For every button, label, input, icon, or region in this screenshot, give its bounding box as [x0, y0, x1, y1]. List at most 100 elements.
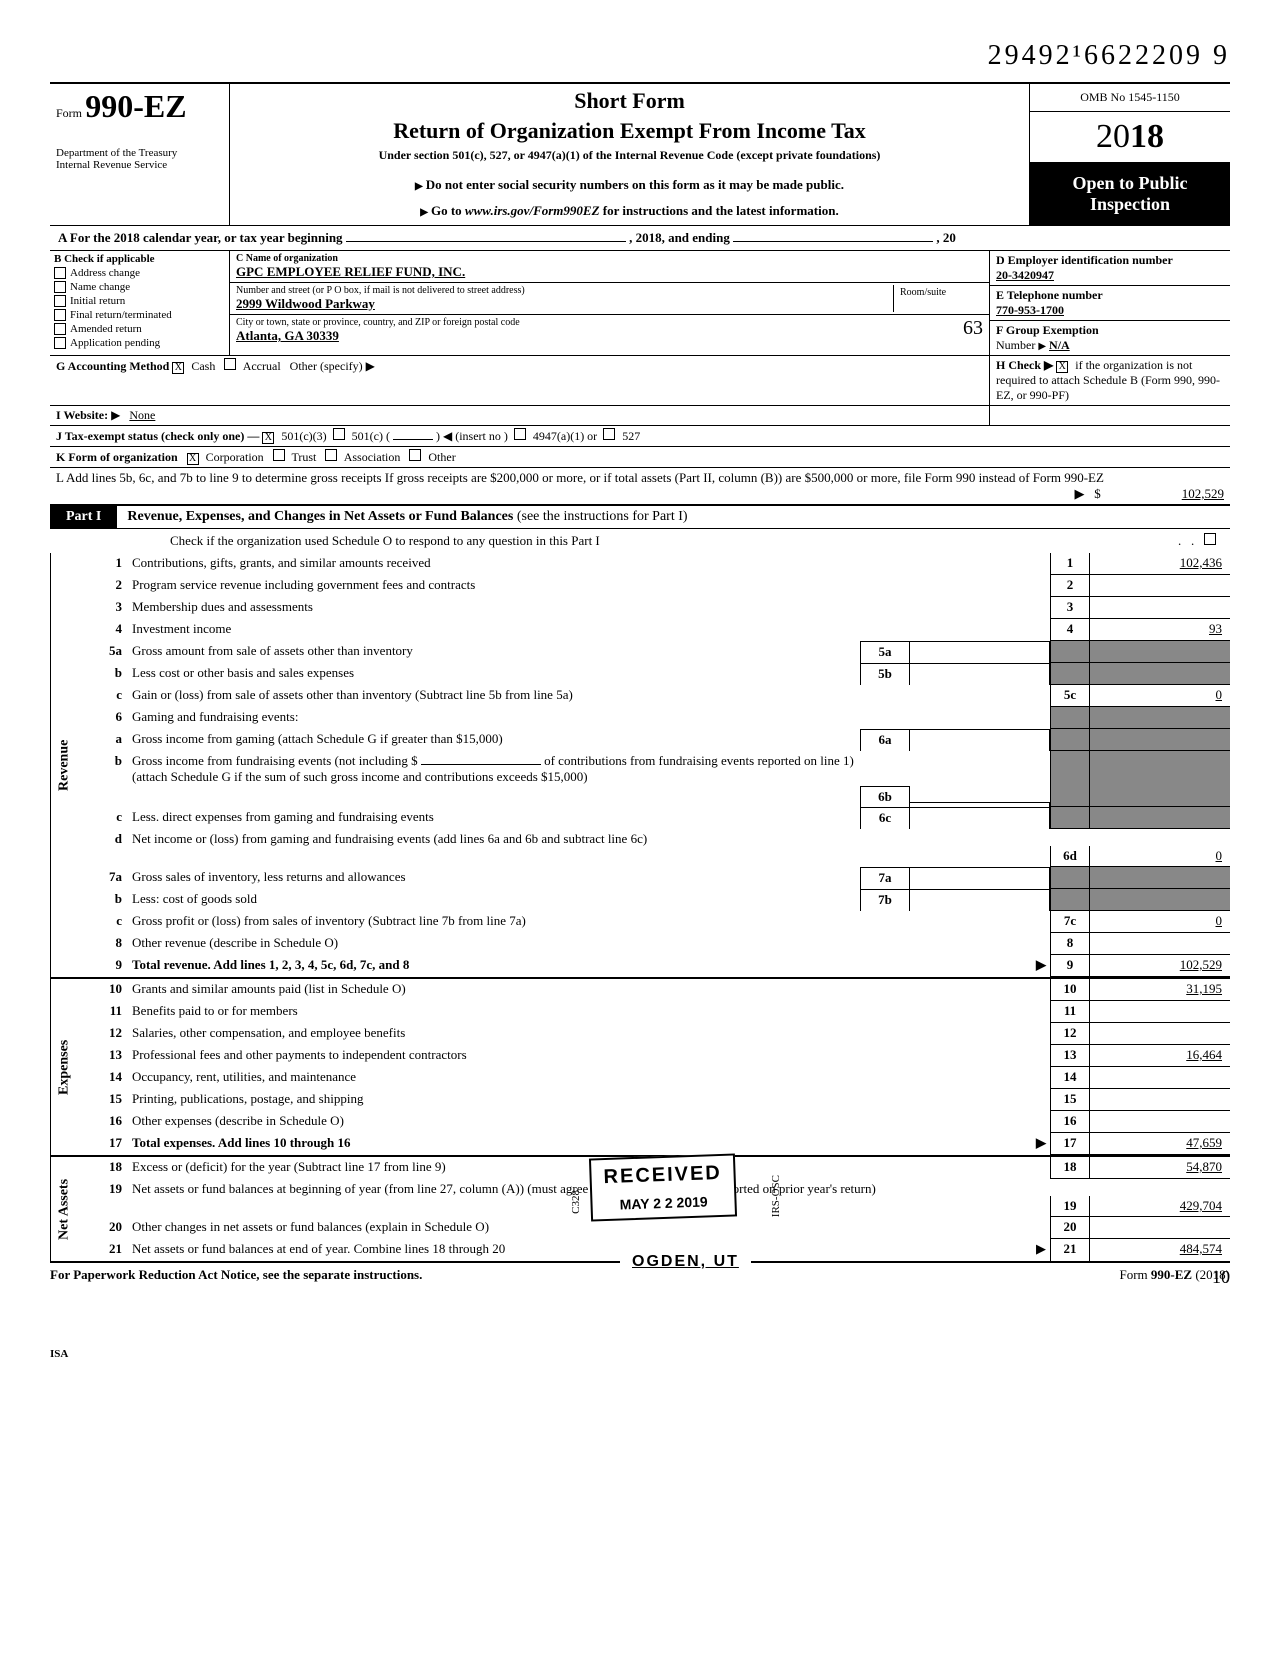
- checkbox-501c3[interactable]: X: [262, 432, 274, 444]
- row-a-mid: , 2018, and ending: [629, 230, 730, 245]
- line-3-num: 3: [78, 597, 128, 619]
- part-1-check-row: Check if the organization used Schedule …: [50, 529, 1230, 553]
- line-5a-text: Gross amount from sale of assets other t…: [128, 641, 860, 663]
- col-b-header: B Check if applicable: [54, 253, 225, 265]
- expenses-section: Expenses 10Grants and similar amounts pa…: [50, 979, 1230, 1157]
- line-18-rnum: 18: [1050, 1157, 1090, 1179]
- checkbox-accrual[interactable]: [224, 358, 236, 370]
- line-12-rnum: 12: [1050, 1023, 1090, 1045]
- tax-year: 2018: [1030, 112, 1230, 163]
- checkbox-trust[interactable]: [273, 449, 285, 461]
- checkbox-schedule-o[interactable]: [1204, 533, 1216, 545]
- title-main: Return of Organization Exempt From Incom…: [238, 118, 1021, 144]
- line-6c-mid: 6c: [860, 807, 910, 829]
- checkbox-initial[interactable]: [54, 295, 66, 307]
- label-final: Final return/terminated: [70, 309, 172, 321]
- line-20-num: 20: [78, 1217, 128, 1239]
- line-16-text: Other expenses (describe in Schedule O): [128, 1111, 1050, 1133]
- checkbox-assoc[interactable]: [325, 449, 337, 461]
- part-1-header: Part I Revenue, Expenses, and Changes in…: [50, 505, 1230, 529]
- footer-form-number: 990-EZ: [1151, 1267, 1192, 1282]
- line-10-val: 31,195: [1090, 979, 1230, 1001]
- l-text: L Add lines 5b, 6c, and 7b to line 9 to …: [56, 470, 1104, 485]
- checkbox-h[interactable]: X: [1056, 361, 1068, 373]
- line-6b-mid-text: of contributions: [544, 753, 627, 768]
- phone-value: 770-953-1700: [996, 303, 1224, 318]
- line-5a-midval: [910, 641, 1050, 663]
- line-13-text: Professional fees and other payments to …: [128, 1045, 1050, 1067]
- line-8-text: Other revenue (describe in Schedule O): [128, 933, 1050, 955]
- line-13-num: 13: [78, 1045, 128, 1067]
- c328-stamp: C328: [570, 1190, 582, 1214]
- received-text: RECEIVED: [603, 1162, 722, 1189]
- top-stamped-number: 29492¹6622209 9: [50, 40, 1230, 72]
- line-17-rnum: 17: [1050, 1133, 1090, 1155]
- line-5b-num: b: [78, 663, 128, 685]
- line-6c-num: c: [78, 807, 128, 829]
- line-7a-num: 7a: [78, 867, 128, 889]
- line-7a-shade2: [1090, 867, 1230, 889]
- line-6-shade: [1050, 707, 1090, 729]
- d-label: D Employer identification number: [996, 253, 1224, 268]
- line-6a-text: Gross income from gaming (attach Schedul…: [128, 729, 860, 751]
- j-label: J Tax-exempt status (check only one) —: [56, 429, 259, 443]
- line-12-num: 12: [78, 1023, 128, 1045]
- part-1-check-text: Check if the organization used Schedule …: [170, 533, 600, 548]
- right-box: OMB No 1545-1150 2018 Open to Public Ins…: [1030, 84, 1230, 225]
- year-prefix: 20: [1096, 118, 1130, 155]
- line-11-val: [1090, 1001, 1230, 1023]
- line-6d-val: 0: [1090, 846, 1230, 867]
- revenue-label: Revenue: [50, 553, 78, 977]
- line-12-val: [1090, 1023, 1230, 1045]
- line-6c-midval: [910, 807, 1050, 829]
- line-20-val: [1090, 1217, 1230, 1239]
- l-value: 102,529: [1104, 486, 1224, 502]
- line-6-shade2: [1090, 707, 1230, 729]
- line-6c-shade2: [1090, 807, 1230, 829]
- label-assoc: Association: [344, 450, 401, 464]
- line-12-text: Salaries, other compensation, and employ…: [128, 1023, 1050, 1045]
- addr-value: 2999 Wildwood Parkway: [236, 296, 893, 312]
- line-21-val: 484,574: [1090, 1239, 1230, 1261]
- omb-number: OMB No 1545-1150: [1030, 84, 1230, 112]
- city-value: Atlanta, GA 30339: [236, 328, 893, 344]
- title-sub: Under section 501(c), 527, or 4947(a)(1)…: [238, 148, 1021, 163]
- e-label: E Telephone number: [996, 288, 1224, 303]
- part-1-label: Part I: [50, 506, 117, 528]
- note2-prefix: Go to: [431, 203, 465, 218]
- isa-mark: ISA: [50, 1348, 1230, 1360]
- ogden-stamp: OGDEN, UT: [620, 1247, 751, 1277]
- checkbox-final[interactable]: [54, 309, 66, 321]
- checkbox-other-k[interactable]: [409, 449, 421, 461]
- checkbox-527[interactable]: [603, 428, 615, 440]
- line-5a-shade2: [1090, 641, 1230, 663]
- line-7c-rnum: 7c: [1050, 911, 1090, 933]
- form-number-box: Form 990-EZ Department of the Treasury I…: [50, 84, 230, 225]
- line-6a-shade2: [1090, 729, 1230, 751]
- line-7a-midval: [910, 867, 1050, 889]
- checkbox-amended[interactable]: [54, 323, 66, 335]
- label-pending: Application pending: [70, 337, 160, 349]
- checkbox-address[interactable]: [54, 267, 66, 279]
- checkbox-corp[interactable]: X: [187, 453, 199, 465]
- dept-irs: Internal Revenue Service: [56, 159, 223, 171]
- handwritten-63: 63: [893, 317, 983, 344]
- line-1-val: 102,436: [1090, 553, 1230, 575]
- line-5a-mid: 5a: [860, 641, 910, 663]
- line-20-text: Other changes in net assets or fund bala…: [128, 1217, 1050, 1239]
- checkbox-pending[interactable]: [54, 337, 66, 349]
- org-name: GPC EMPLOYEE RELIEF FUND, INC.: [236, 264, 983, 280]
- checkbox-name[interactable]: [54, 281, 66, 293]
- checkbox-4947[interactable]: [514, 428, 526, 440]
- line-19-val: 429,704: [1090, 1196, 1230, 1217]
- checkbox-501c[interactable]: [333, 428, 345, 440]
- line-6b-num: b: [78, 751, 128, 807]
- line-16-num: 16: [78, 1111, 128, 1133]
- line-10-text: Grants and similar amounts paid (list in…: [128, 979, 1050, 1001]
- line-16-rnum: 16: [1050, 1111, 1090, 1133]
- line-6b-shade: [1050, 751, 1090, 807]
- title-box: Short Form Return of Organization Exempt…: [230, 84, 1030, 225]
- note2-url: www.irs.gov/Form990EZ: [465, 203, 600, 218]
- checkbox-cash[interactable]: X: [172, 362, 184, 374]
- net-assets-label: Net Assets: [50, 1157, 78, 1261]
